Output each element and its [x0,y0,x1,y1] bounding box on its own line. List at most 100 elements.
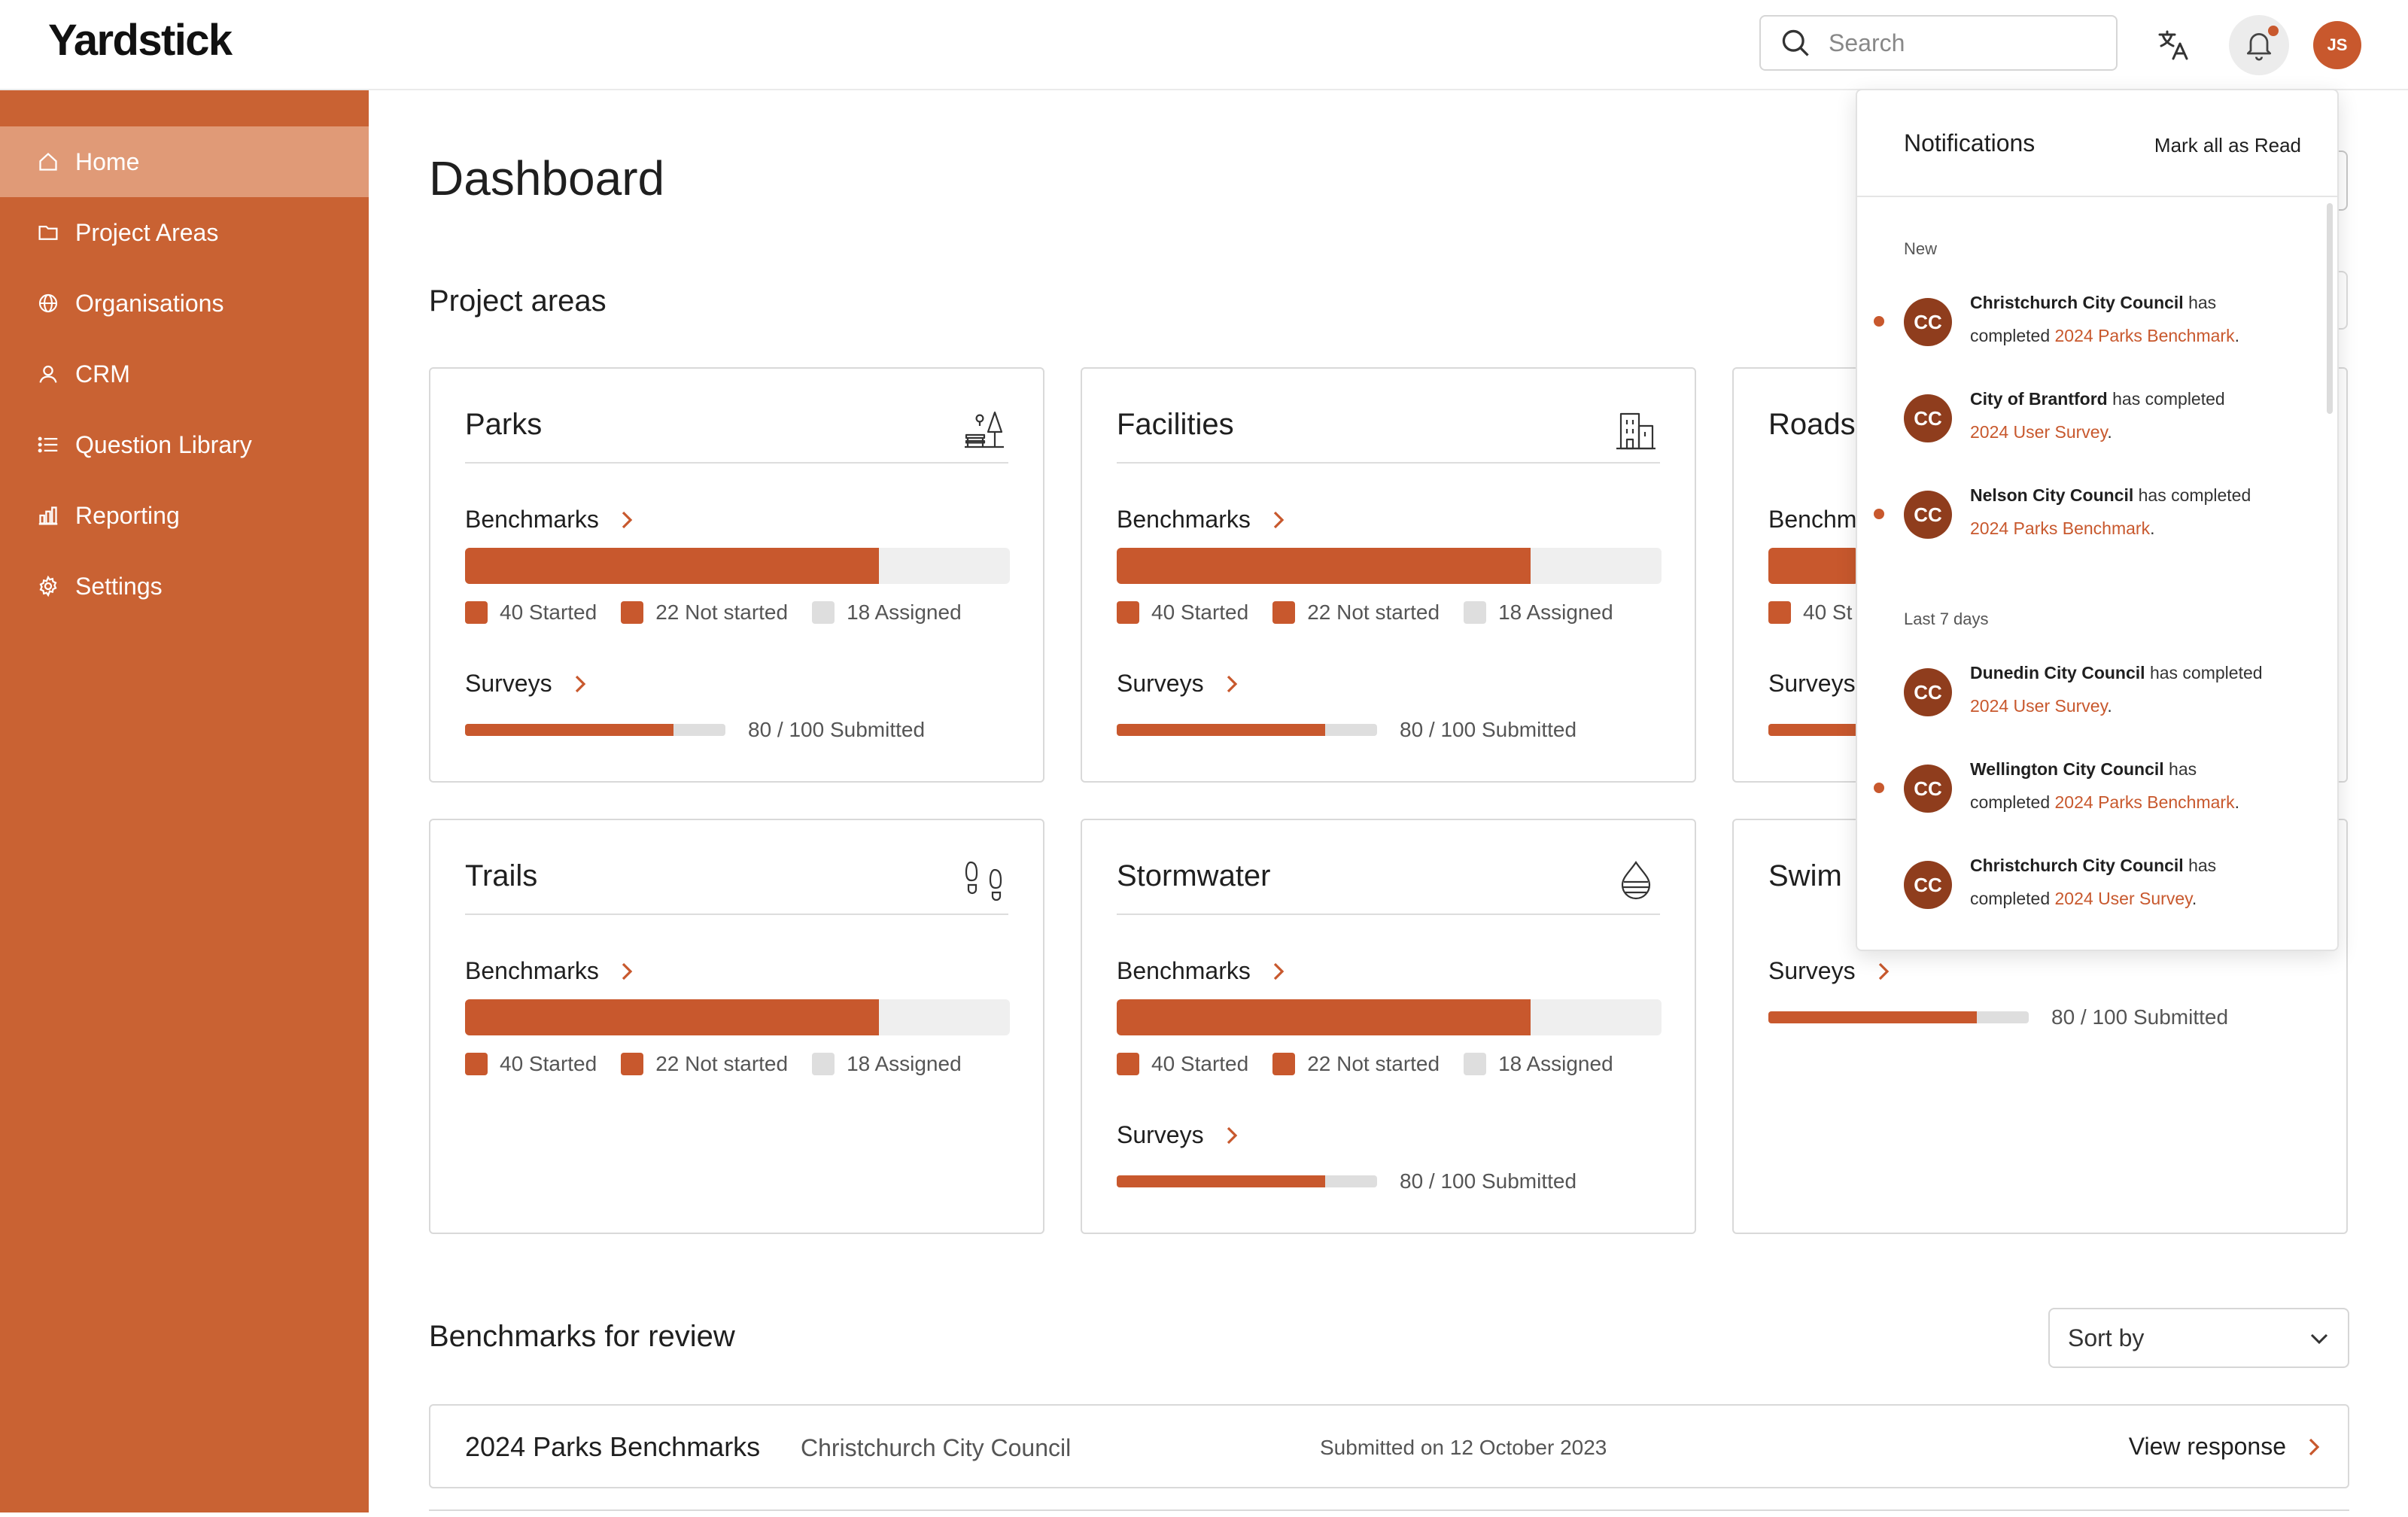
chevron-right-icon [1227,1126,1237,1144]
surveys-label: Surveys [1117,670,1204,697]
user-icon [36,362,60,386]
benchmark-progress-fill [465,999,880,1035]
notifications-button[interactable] [2229,15,2289,75]
legend-assigned: 18 Assigned [812,600,962,625]
sidebar-item-label: Organisations [75,289,224,317]
legend-assigned: 18 Assigned [812,1052,962,1076]
legend-swatch [1464,601,1487,624]
unread-dot [1874,783,1884,793]
review-row[interactable]: 2024 Parks Benchmarks Christchurch City … [429,1404,2349,1488]
unread-dot [1874,316,1884,327]
benchmark-progress-fill [1117,548,1531,584]
notif-period: . [2107,696,2112,716]
water-drop-icon [1621,861,1651,900]
legend-label: 18 Assigned [1498,1052,1613,1075]
legend-started: 40 Started [465,1052,597,1076]
notif-verb: has completed [2107,389,2225,409]
benchmarks-link[interactable]: Benchmarks [465,957,634,985]
legend-label: 22 Not started [655,1052,789,1075]
benchmark-progress-bar [465,548,1010,584]
legend-label: 40 Started [1151,1052,1249,1075]
sidebar-item-question-library[interactable]: Question Library [0,409,369,480]
org-avatar: CC [1904,491,1952,539]
card-divider [465,914,1008,915]
search-box[interactable] [1759,15,2118,71]
view-response-label: View response [2128,1433,2286,1460]
notif-survey-link[interactable]: 2024 Parks Benchmark [2054,326,2235,345]
notification-item[interactable]: CC City of Brantford has completed 2024 U… [1857,382,2337,467]
mark-all-read-button[interactable]: Mark all as Read [2154,134,2301,157]
benchmarks-link[interactable]: Benchmarks [1117,506,1285,534]
benchmarks-link[interactable]: Benchmarks [1117,957,1285,985]
notifications-divider [1857,196,2337,197]
notif-period: . [2234,792,2239,812]
card-title: Trails [465,859,538,892]
notifications-scrollbar[interactable] [2327,203,2333,414]
org-avatar: CC [1904,861,1952,909]
review-submitted-date: Submitted on 12 October 2023 [1320,1436,1607,1459]
notif-org: Christchurch City Council [1970,293,2184,312]
user-avatar[interactable]: JS [2313,21,2361,69]
surveys-link[interactable]: Surveys [465,670,587,698]
legend-not-started: 22 Not started [621,600,788,625]
notif-verb: has [2183,856,2217,875]
benchmarks-link[interactable]: Benchmarks [465,506,634,534]
view-response-link[interactable]: View response [2129,1433,2321,1461]
project-card-stormwater: Stormwater Benchmarks 40 Started 22 Not … [1081,819,1696,1234]
legend-label: 22 Not started [1307,600,1440,624]
benchmarks-label: Benchmarks [1117,506,1251,533]
notification-item[interactable]: CC Wellington City Council has completed … [1857,752,2337,837]
legend-started: 40 Started [465,600,597,625]
sidebar-item-settings[interactable]: Settings [0,551,369,622]
notif-survey-link[interactable]: 2024 User Survey [1970,422,2108,442]
sidebar-item-label: Reporting [75,501,180,529]
org-avatar: CC [1904,765,1952,813]
survey-progress-fill [1117,1175,1325,1187]
benchmarks-label: Benchm [1768,506,1857,533]
sort-by-select[interactable]: Sort by [2048,1308,2349,1368]
benchmark-progress-bar [1768,548,1859,584]
list-icon [36,433,60,457]
notification-item[interactable]: CC Christchurch City Council has complete… [1857,849,2337,933]
legend-swatch [1272,601,1296,624]
notification-item[interactable]: CC Dunedin City Council has completed 202… [1857,656,2337,740]
org-avatar: CC [1904,298,1952,346]
notif-survey-link[interactable]: 2024 User Survey [2054,889,2192,908]
surveys-link[interactable]: Surveys [1768,670,1856,698]
notification-item[interactable]: CC Nelson City Council has completed 2024… [1857,479,2337,563]
benchmark-progress-fill [465,548,880,584]
notification-text: City of Brantford has completed 2024 User… [1970,382,2307,448]
notif-survey-link[interactable]: 2024 Parks Benchmark [2054,792,2235,812]
survey-progress-fill [465,724,673,736]
search-input[interactable] [1826,27,2087,59]
park-icon [965,411,1004,448]
sidebar-item-project-areas[interactable]: Project Areas [0,197,369,268]
surveys-link[interactable]: Surveys [1117,1121,1239,1149]
translate-button[interactable] [2143,15,2203,75]
benchmark-legend: 40 Started 22 Not started 18 Assigned [465,600,986,625]
top-bar: Yardstick JS [0,0,2408,90]
notif-survey-link[interactable]: 2024 Parks Benchmark [1970,518,2151,538]
notif-survey-link[interactable]: 2024 User Survey [1970,696,2108,716]
surveys-link[interactable]: Surveys [1117,670,1239,698]
sidebar-item-crm[interactable]: CRM [0,339,369,409]
card-title: Roads [1768,408,1856,441]
app-logo[interactable]: Yardstick [48,16,233,65]
review-benchmark-name: 2024 Parks Benchmarks [465,1431,761,1462]
sidebar-item-organisations[interactable]: Organisations [0,268,369,339]
sidebar-item-reporting[interactable]: Reporting [0,480,369,551]
legend-swatch [465,601,488,624]
surveys-link[interactable]: Surveys [1768,957,1890,985]
sidebar-item-home[interactable]: Home [0,126,369,197]
gear-icon [36,574,60,598]
survey-submitted-text: 80 / 100 Submitted [1400,1169,1577,1193]
benchmarks-link[interactable]: Benchm [1768,506,1856,534]
legend-started: 40 Started [1117,600,1248,625]
legend-swatch [1117,601,1139,624]
notif-verb: has [2183,293,2217,312]
notification-item[interactable]: CC Christchurch City Council has complete… [1857,286,2337,370]
notification-text: Nelson City Council has completed 2024 Pa… [1970,479,2307,545]
notif-verb: has completed [2145,663,2263,682]
legend-started: 40 Started [1117,1052,1248,1076]
legend-label: 22 Not started [655,600,789,624]
